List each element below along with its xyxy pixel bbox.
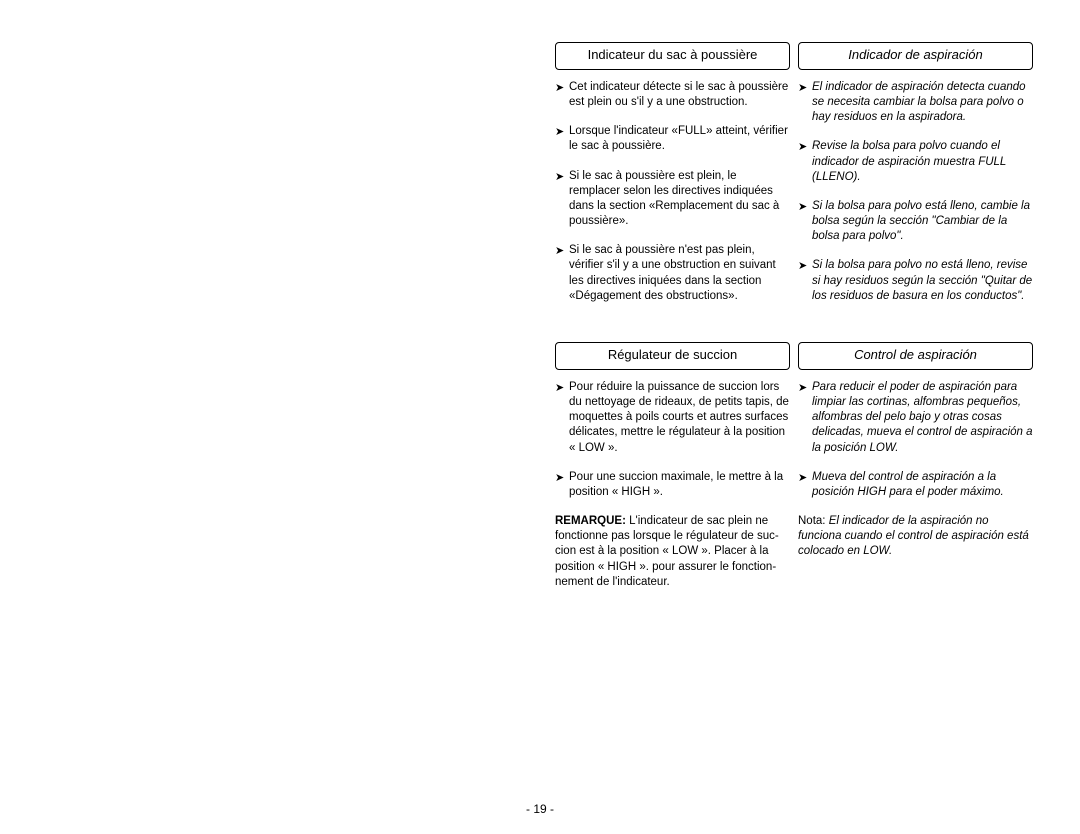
bullet-text: Pour réduire la puissance de succion lor… <box>569 380 790 456</box>
bullet-icon: ➤ <box>555 380 569 395</box>
bullet-icon: ➤ <box>798 470 812 485</box>
list-item: ➤ Lorsque l'indicateur «FULL» atteint, v… <box>555 124 790 154</box>
bullet-text: Si le sac à poussière n'est pas plein, v… <box>569 243 790 304</box>
column-french: Indicateur du sac à poussière ➤ Cet indi… <box>555 42 790 590</box>
list-item: ➤ Si la bolsa para polvo está lleno, cam… <box>798 199 1033 245</box>
heading-dust-bag-indicator-es: Indicador de aspiración <box>798 42 1033 70</box>
bullet-icon: ➤ <box>555 124 569 139</box>
section-gap <box>798 318 1033 342</box>
bullet-text: Pour une succion maximale, le mettre à l… <box>569 470 790 500</box>
bullet-list-es-2: ➤ Para reducir el poder de aspiración pa… <box>798 380 1033 500</box>
list-item: ➤ Revise la bolsa para polvo cuando el i… <box>798 139 1033 185</box>
bullet-text: Cet indicateur détecte si le sac à pouss… <box>569 80 790 110</box>
heading-suction-control-fr: Régulateur de succion <box>555 342 790 370</box>
list-item: ➤ Si le sac à poussière est plein, le re… <box>555 169 790 230</box>
section-gap <box>555 318 790 342</box>
note-fr: REMARQUE: L'indicateur de sac plein ne f… <box>555 514 790 590</box>
note-text: El indicador de la aspiración no funcion… <box>798 515 1029 557</box>
list-item: ➤ El indicador de aspiración detecta cua… <box>798 80 1033 126</box>
bullet-text: El indicador de aspiración detecta cuand… <box>812 80 1033 126</box>
content-columns: Indicateur du sac à poussière ➤ Cet indi… <box>555 42 1033 590</box>
bullet-text: Mueva del control de aspiración a la pos… <box>812 470 1033 500</box>
list-item: ➤ Si la bolsa para polvo no está lleno, … <box>798 258 1033 304</box>
note-label: Nota: <box>798 515 826 527</box>
heading-dust-bag-indicator-fr: Indicateur du sac à poussière <box>555 42 790 70</box>
bullet-icon: ➤ <box>555 470 569 485</box>
bullet-icon: ➤ <box>798 380 812 395</box>
bullet-icon: ➤ <box>798 199 812 214</box>
bullet-icon: ➤ <box>555 169 569 184</box>
bullet-icon: ➤ <box>798 139 812 154</box>
bullet-list-fr-2: ➤ Pour réduire la puissance de succion l… <box>555 380 790 500</box>
heading-suction-control-es: Control de aspiración <box>798 342 1033 370</box>
bullet-text: Si la bolsa para polvo está lleno, cambi… <box>812 199 1033 245</box>
manual-page: Indicateur du sac à poussière ➤ Cet indi… <box>0 0 1080 834</box>
bullet-icon: ➤ <box>555 243 569 258</box>
bullet-icon: ➤ <box>798 80 812 95</box>
list-item: ➤ Mueva del control de aspiración a la p… <box>798 470 1033 500</box>
list-item: ➤ Pour réduire la puissance de succion l… <box>555 380 790 456</box>
page-number: - 19 - <box>0 802 1080 816</box>
bullet-list-es-1: ➤ El indicador de aspiración detecta cua… <box>798 80 1033 304</box>
column-spanish: Indicador de aspiración ➤ El indicador d… <box>798 42 1033 590</box>
list-item: ➤ Si le sac à poussière n'est pas plein,… <box>555 243 790 304</box>
bullet-icon: ➤ <box>798 258 812 273</box>
bullet-text: Revise la bolsa para polvo cuando el ind… <box>812 139 1033 185</box>
bullet-text: Para reducir el poder de aspiración para… <box>812 380 1033 456</box>
note-es: Nota: El indicador de la aspiración no f… <box>798 514 1033 560</box>
bullet-text: Lorsque l'indicateur «FULL» atteint, vér… <box>569 124 790 154</box>
note-label: REMARQUE: <box>555 515 626 527</box>
bullet-list-fr-1: ➤ Cet indicateur détecte si le sac à pou… <box>555 80 790 304</box>
bullet-text: Si le sac à poussière est plein, le remp… <box>569 169 790 230</box>
list-item: ➤ Para reducir el poder de aspiración pa… <box>798 380 1033 456</box>
bullet-text: Si la bolsa para polvo no está lleno, re… <box>812 258 1033 304</box>
list-item: ➤ Cet indicateur détecte si le sac à pou… <box>555 80 790 110</box>
list-item: ➤ Pour une succion maximale, le mettre à… <box>555 470 790 500</box>
bullet-icon: ➤ <box>555 80 569 95</box>
